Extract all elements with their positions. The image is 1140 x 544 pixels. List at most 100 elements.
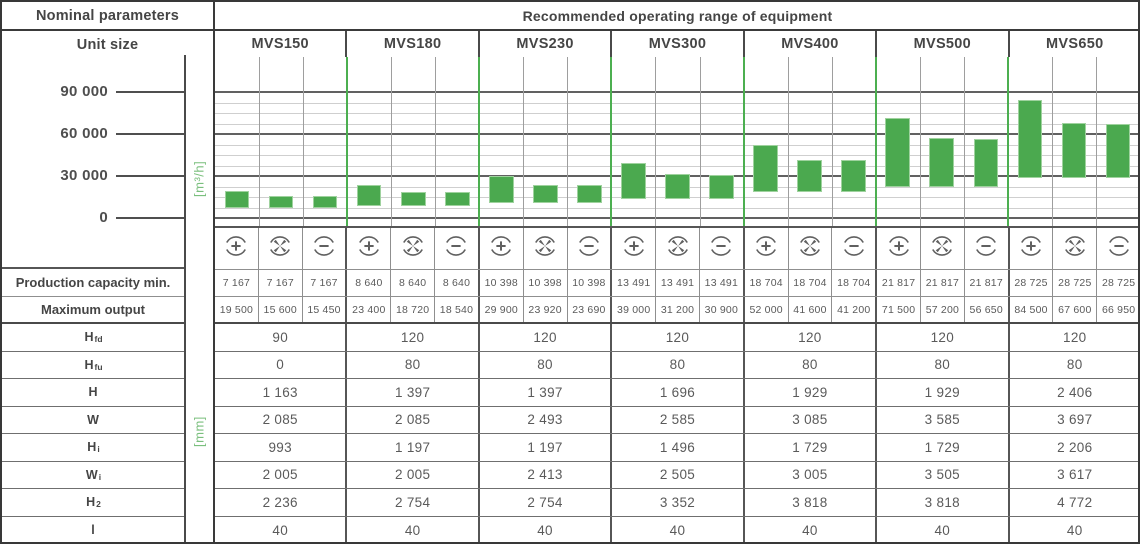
dimension-value-cell: 80 xyxy=(480,351,613,378)
dimension-values-row: 1 163 1 397 1 397 1 696 1 929 1 929 2 406 xyxy=(215,379,1138,407)
fan-cross-icon xyxy=(529,231,561,266)
fan-mode-icon-cell xyxy=(877,228,921,269)
fan-mode-icon-cell xyxy=(259,228,303,269)
capacity-min-value-cell: 28 725 xyxy=(1053,270,1098,296)
unit-column-header: MVS400 xyxy=(745,31,878,57)
dimension-values-row: 2 005 2 005 2 413 2 505 3 005 3 505 3 617 xyxy=(215,461,1138,489)
max-output-value-cell: 41 200 xyxy=(832,297,878,322)
range-bar xyxy=(885,117,911,188)
fan-cross-icon xyxy=(926,231,958,266)
chart-unit-divider xyxy=(610,57,613,226)
capacity-min-value-cell: 18 704 xyxy=(789,270,833,296)
dimension-value-cell: 2 754 xyxy=(347,489,480,516)
range-bar xyxy=(1105,124,1131,178)
capacity-min-value-cell: 13 491 xyxy=(612,270,657,296)
fan-mode-icon-cell xyxy=(391,228,436,269)
fan-mode-icon-cell xyxy=(1097,228,1138,269)
fan-mode-icon-cell xyxy=(656,228,700,269)
range-bar xyxy=(665,174,690,200)
range-bar xyxy=(224,190,250,208)
dimension-value-cell: 90 xyxy=(215,324,348,351)
dimension-value-cell: 3 818 xyxy=(877,489,1010,516)
capacity-min-value-cell: 10 398 xyxy=(568,270,613,296)
range-bar xyxy=(841,160,866,192)
chart-gridline-minor xyxy=(215,165,1138,167)
max-output-value-cell: 15 450 xyxy=(303,297,348,322)
range-bar xyxy=(973,138,999,188)
dimension-value-cell: 2 085 xyxy=(215,406,348,433)
chart-column-line xyxy=(699,57,701,226)
dimension-value-cell: 2 236 xyxy=(215,489,348,516)
max-output-values-row: 19 500 15 600 15 450 23 400 18 720 18 540 29 9… xyxy=(215,296,1138,322)
dimension-value-cell: 80 xyxy=(745,351,878,378)
dimension-value-cell: 2 505 xyxy=(612,461,745,488)
fan-mode-icon-cell xyxy=(524,228,568,269)
dimension-value-cell: 2 406 xyxy=(1057,384,1093,400)
dimension-value-cell: 40 xyxy=(612,516,745,542)
range-bar xyxy=(400,191,426,206)
fan-mode-icon-cell xyxy=(965,228,1010,269)
max-output-value-cell: 56 650 xyxy=(965,297,1010,322)
fan-mode-icon-cell xyxy=(745,228,789,269)
range-bar xyxy=(1061,123,1087,178)
exhaust-minus-icon xyxy=(705,231,737,266)
max-output-value-cell: 71 500 xyxy=(877,297,921,322)
max-output-value-cell: 57 200 xyxy=(921,297,965,322)
fan-mode-icon-cell xyxy=(612,228,657,269)
dimension-value-cell: 40 xyxy=(347,516,480,542)
chart-column-line xyxy=(567,57,569,226)
chart-gridline-minor xyxy=(215,102,1138,104)
operating-range-chart xyxy=(215,57,1138,226)
capacity-min-value-cell: 21 817 xyxy=(877,270,921,296)
dimension-value-cell: 3 005 xyxy=(745,461,878,488)
exhaust-minus-icon xyxy=(308,231,340,266)
fan-mode-icon-cell xyxy=(480,228,524,269)
flow-axis: 90 000 60 000 30 000 0 xyxy=(2,2,184,267)
capacity-min-value-cell: 28 725 xyxy=(1010,270,1054,296)
chart-column-line xyxy=(963,57,965,226)
dimension-row-label: H xyxy=(2,379,184,407)
range-bar xyxy=(577,184,602,204)
dimension-value-cell: 80 xyxy=(1066,357,1083,373)
dimension-value-cell: 3 505 xyxy=(877,461,1010,488)
unit-column-header: MVS180 xyxy=(347,31,480,57)
dimension-value-cell: 40 xyxy=(877,516,1010,542)
unit-column-header: MVS230 xyxy=(480,31,613,57)
exhaust-minus-icon xyxy=(573,231,605,266)
main-table: Recommended operating range of equipment… xyxy=(213,2,1138,542)
dimension-value-cell: 4 772 xyxy=(1057,494,1093,510)
units-strip xyxy=(184,55,213,542)
chart-unit-divider xyxy=(478,57,481,226)
unit-column-header: MVS300 xyxy=(612,31,745,57)
dimension-value-cell: 120 xyxy=(480,324,613,351)
fan-cross-icon xyxy=(397,231,429,266)
dimensions-table: 90 120 120 120 120 120 120 0 80 80 80 80 80 80 1 163 1 … xyxy=(215,322,1138,542)
max-output-value-cell: 30 900 xyxy=(700,297,745,322)
fan-mode-icon-cell xyxy=(700,228,745,269)
capacity-min-value-cell: 21 817 xyxy=(921,270,965,296)
fan-mode-icon-cell xyxy=(435,228,480,269)
dimension-value-cell: 0 xyxy=(215,351,348,378)
capacity-min-value-cell: 13 491 xyxy=(656,270,700,296)
dimension-value-cell: 2 754 xyxy=(480,489,613,516)
dimension-value-cell: 120 xyxy=(1063,329,1087,345)
capacity-min-values-row: 7 167 7 167 7 167 8 640 8 640 8 640 10 398 10 3… xyxy=(215,269,1138,296)
chart-gridline-major xyxy=(215,91,1138,93)
supply-plus-icon xyxy=(618,231,650,266)
axis-tick-label: 90 000 xyxy=(60,83,108,100)
max-output-value-cell: 39 000 xyxy=(612,297,657,322)
max-output-row-label: Maximum output xyxy=(2,296,184,322)
dimension-value-cell: 3 617 xyxy=(1057,467,1093,483)
dimension-value-cell: 120 xyxy=(612,324,745,351)
fan-cross-icon xyxy=(264,231,296,266)
axis-tick-line xyxy=(116,217,184,219)
axis-tick-line xyxy=(116,91,184,93)
unit-headers-row: MVS150 MVS180 MVS230 MVS300 MVS400 MVS500 MVS6… xyxy=(215,31,1138,57)
chart-gridline-minor xyxy=(215,155,1138,156)
range-bar xyxy=(1017,99,1043,178)
axis-tick-label: 0 xyxy=(99,209,108,226)
capacity-min-value-cell: 7 167 xyxy=(259,270,303,296)
